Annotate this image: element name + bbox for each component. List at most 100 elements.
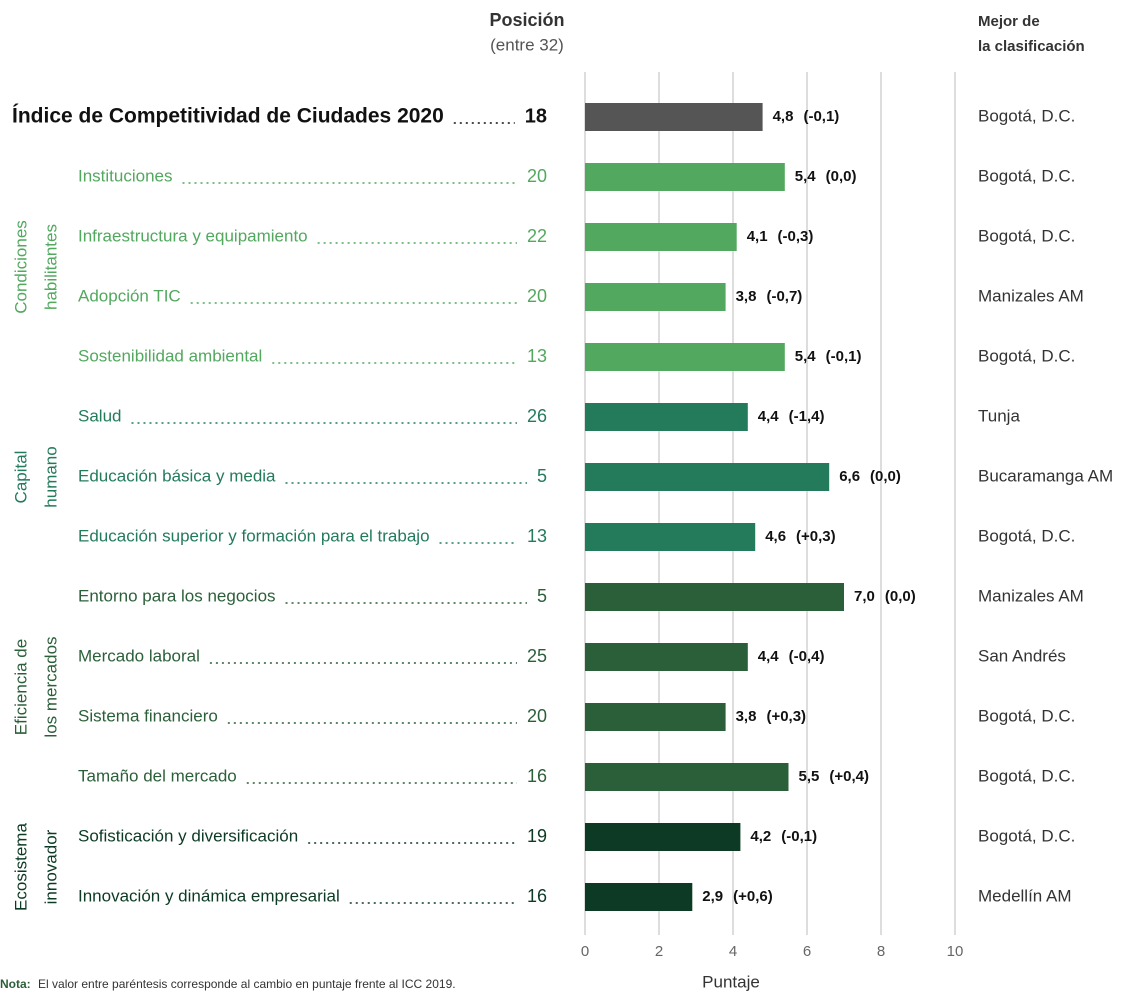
change-label: (-0,4) — [789, 648, 825, 665]
value-label: 2,9 — [702, 888, 723, 905]
best-city: Medellín AM — [978, 886, 1072, 905]
change-label: (-0,1) — [781, 828, 817, 845]
value-label: 4,1 — [747, 228, 768, 245]
value-label: 4,8 — [773, 108, 794, 125]
group-label: Condiciones — [11, 220, 30, 314]
x-tick-label: 6 — [803, 943, 811, 960]
bar — [585, 403, 748, 431]
value-label: 3,8 — [736, 708, 757, 725]
category-label: Educación superior y formación para el t… — [78, 526, 430, 545]
position-label: 25 — [527, 646, 547, 666]
category-label: Salud — [78, 406, 121, 425]
x-tick-label: 8 — [877, 943, 885, 960]
value-label: 4,4 — [758, 408, 780, 425]
position-label: 22 — [527, 226, 547, 246]
note-label: Nota: — [0, 977, 31, 991]
bar — [585, 703, 726, 731]
position-label: 13 — [527, 526, 547, 546]
position-header: Posición — [489, 10, 564, 30]
value-label: 7,0 — [854, 588, 875, 605]
best-city: Bogotá, D.C. — [978, 106, 1075, 125]
value-label: 5,5 — [799, 768, 820, 785]
bar — [585, 283, 726, 311]
position-label: 16 — [527, 766, 547, 786]
best-city: Bogotá, D.C. — [978, 226, 1075, 245]
x-axis-label: Puntaje — [702, 972, 760, 991]
group-label: Ecosistema — [11, 823, 30, 911]
bar — [585, 103, 763, 131]
change-label: (0,0) — [870, 468, 901, 485]
x-tick-label: 0 — [581, 943, 589, 960]
change-label: (0,0) — [826, 168, 857, 185]
bar — [585, 223, 737, 251]
note: Nota: El valor entre paréntesis correspo… — [0, 977, 456, 991]
category-label: Sofisticación y diversificación — [78, 826, 298, 845]
position-subheader: (entre 32) — [490, 35, 564, 54]
change-label: (-0,1) — [803, 108, 839, 125]
value-label: 4,6 — [765, 528, 786, 545]
value-label: 3,8 — [736, 288, 757, 305]
category-label: Índice de Competitividad de Ciudades 202… — [12, 105, 444, 128]
value-label: 6,6 — [839, 468, 860, 485]
change-label: (+0,4) — [829, 768, 869, 785]
bar — [585, 643, 748, 671]
category-label: Infraestructura y equipamiento — [78, 226, 308, 245]
best-city: Bogotá, D.C. — [978, 526, 1075, 545]
x-tick-label: 10 — [947, 943, 964, 960]
change-label: (0,0) — [885, 588, 916, 605]
change-label: (+0,3) — [766, 708, 806, 725]
best-city: Bogotá, D.C. — [978, 766, 1075, 785]
best-city: Manizales AM — [978, 286, 1084, 305]
value-label: 5,4 — [795, 348, 817, 365]
group-label: humano — [41, 446, 60, 507]
position-label: 20 — [527, 166, 547, 186]
category-label: Adopción TIC — [78, 286, 181, 305]
best-city: Bogotá, D.C. — [978, 166, 1075, 185]
position-label: 20 — [527, 286, 547, 306]
best-city: Bogotá, D.C. — [978, 826, 1075, 845]
category-label: Innovación y dinámica empresarial — [78, 886, 340, 905]
position-label: 16 — [527, 886, 547, 906]
position-label: 13 — [527, 346, 547, 366]
bar — [585, 763, 789, 791]
best-city: Tunja — [978, 406, 1020, 425]
bar — [585, 823, 741, 851]
change-label: (-0,7) — [766, 288, 802, 305]
value-label: 4,2 — [750, 828, 771, 845]
group-label: innovador — [41, 829, 60, 904]
category-label: Entorno para los negocios — [78, 586, 276, 605]
category-label: Sistema financiero — [78, 706, 218, 725]
group-label: Capital — [11, 451, 30, 504]
position-label: 18 — [525, 105, 547, 127]
position-label: 5 — [537, 586, 547, 606]
value-label: 5,4 — [795, 168, 817, 185]
category-label: Tamaño del mercado — [78, 766, 237, 785]
best-header: Mejor de — [978, 13, 1040, 30]
note-text: El valor entre paréntesis corresponde al… — [38, 977, 456, 991]
change-label: (-1,4) — [789, 408, 825, 425]
bar — [585, 163, 785, 191]
best-city: San Andrés — [978, 646, 1066, 665]
category-label: Instituciones — [78, 166, 173, 185]
change-label: (-0,1) — [826, 348, 862, 365]
best-header: la clasificación — [978, 38, 1085, 55]
bar — [585, 463, 830, 491]
group-label: los mercados — [41, 636, 60, 737]
change-label: (+0,3) — [796, 528, 836, 545]
position-label: 20 — [527, 706, 547, 726]
x-tick-label: 2 — [655, 943, 663, 960]
bar — [585, 883, 693, 911]
best-city: Manizales AM — [978, 586, 1084, 605]
category-label: Sostenibilidad ambiental — [78, 346, 262, 365]
best-city: Bucaramanga AM — [978, 466, 1113, 485]
group-label: Eficiencia de — [11, 639, 30, 735]
category-label: Mercado laboral — [78, 646, 200, 665]
position-label: 26 — [527, 406, 547, 426]
change-label: (-0,3) — [778, 228, 814, 245]
best-city: Bogotá, D.C. — [978, 706, 1075, 725]
position-label: 5 — [537, 466, 547, 486]
x-tick-label: 4 — [729, 943, 737, 960]
change-label: (+0,6) — [733, 888, 773, 905]
position-label: 19 — [527, 826, 547, 846]
